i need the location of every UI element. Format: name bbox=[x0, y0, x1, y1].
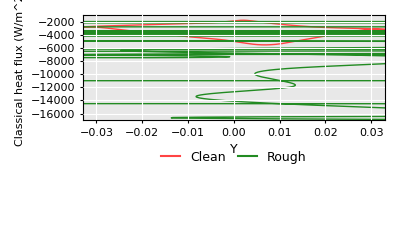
Y-axis label: Classical heat flux (W/m^2): Classical heat flux (W/m^2) bbox=[15, 0, 25, 146]
X-axis label: Y: Y bbox=[230, 143, 238, 156]
Legend: Clean, Rough: Clean, Rough bbox=[156, 146, 312, 169]
